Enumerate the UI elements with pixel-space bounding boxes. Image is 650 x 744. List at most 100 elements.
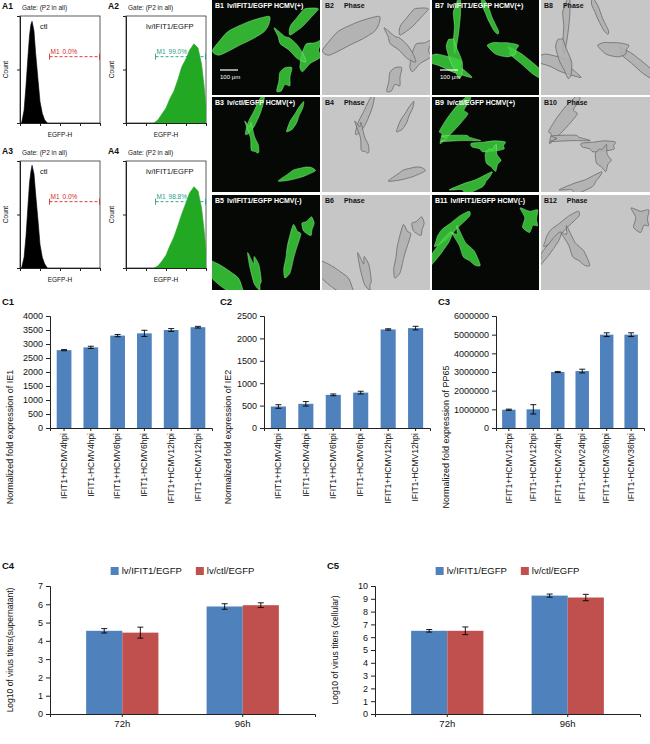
x-tick-mark [146,123,147,126]
panel-caption: lv/ctl/EGFP HCMV(+) [227,99,295,107]
x-axis: 72h96h [51,714,316,729]
y-tick-mark [123,70,126,71]
y-tick-mark [260,406,264,407]
x-axis-title: EGFP-H [48,276,73,283]
y-tick-mark [46,358,50,359]
histogram-area [22,21,48,123]
y-tick-mark [123,215,126,216]
error-bar [506,409,512,410]
y-tick-mark [46,659,50,660]
panel-caption: Phase [563,2,584,9]
bar-panel: 0100000020000003000000400000050000006000… [438,296,645,509]
y-axis-title: Normalized fold expression of IE1 [5,370,15,505]
y-tick: 1000 [23,395,50,405]
histogram-panel: A2Gate: (P2 in all)lv/IFIT1/EGFPCountEGF… [108,1,207,138]
x-tick [100,123,101,126]
panel-label: C1 [2,296,15,307]
y-tick-label: 10 [358,581,368,591]
x-axis-title: EGFP-H [154,131,179,138]
x-tick-label: IFIT1+HCMV36hpi [601,433,611,504]
error-bar [61,350,67,351]
x-tick [206,268,207,271]
panel-label: B8 [544,2,553,9]
y-tick-mark [17,215,20,216]
x-tick-label: IFIT1+HCMV12hpi [383,433,393,504]
x-tick [40,123,41,126]
x-tick-label: IFIT1-HCMV12hpi [528,433,538,502]
fluorescence-image: B3lv/ctl/EGFP HCMV(+) [212,96,320,192]
cells [212,217,314,290]
x-axis: IFIT1+HCMV12hpiIFIT1-HCMV12hpiIFIT1+HCMV… [497,428,645,504]
y-tick-mark [371,612,375,613]
x-tick-mark [567,714,568,717]
y-tick-mark [46,386,50,387]
y-tick-mark [260,361,264,362]
error-bar-cap [303,401,309,402]
y-tick [17,70,20,71]
y-tick: 7 [38,581,50,591]
panel-caption: lv/IFIT1/EGFP HCMV(-) [227,197,302,205]
x-tick-mark [206,123,207,126]
error-bar [330,394,336,396]
bar [408,328,423,428]
x-tick: IFIT1+HCMV24hpi [552,428,562,504]
y-tick-label: 7 [363,620,368,630]
y-tick-mark [260,428,264,429]
error-bar [358,391,364,394]
fluorescence-image: B7lv/IFIT1/EGFP HCMV(+)100 μm [411,0,558,95]
x-tick-mark [447,714,448,717]
panel-label: B9 [435,99,444,106]
error-bar-stem [140,627,141,638]
y-tick-mark [46,677,50,678]
cell [387,67,402,92]
cell [245,121,259,153]
cell [212,16,270,55]
cell [212,254,248,290]
y-tick-mark [492,316,496,317]
gate-line [50,201,100,202]
x-tick-mark [388,428,389,431]
cell [452,226,481,266]
cell [561,226,590,266]
y-tick-mark [492,335,496,336]
gate-label: M1 [157,48,166,55]
y-tick-mark [123,123,126,124]
bar [137,333,152,428]
panel-label: A3 [2,146,13,156]
x-tick [166,123,167,126]
legend-label: lv/ctl/EGFP [207,565,255,576]
error-bar-cap [258,602,264,603]
cells [322,217,424,290]
x-tick-mark [166,123,167,126]
error-bar [141,330,147,336]
y-axis: 012345678910 [358,581,376,719]
cell [541,232,561,275]
cell [590,0,608,34]
scale-bar [220,69,238,70]
bar [57,350,72,428]
y-tick: 5000000 [454,330,496,340]
error-bar-cap [101,628,107,629]
error-bar-cap [358,391,364,392]
x-tick [146,123,147,126]
y-tick: 2000 [23,367,50,377]
x-tick: IFIT1-HCMV12hpi [193,428,203,502]
error-bar-stem [533,405,534,414]
error-bar [303,402,309,406]
cell [322,254,358,290]
y-tick: 1000000 [454,405,496,415]
image-background [212,0,320,95]
error-bar [547,594,553,597]
y-tick [17,161,20,162]
y-tick-mark [371,676,375,677]
y-axis: 05001000150020002500 [237,311,265,433]
x-tick-label: IFIT1-HCMV12hpi [410,433,420,502]
y-tick-label: 0 [38,423,43,433]
cells [212,8,320,92]
error-bar [628,333,634,337]
x-tick: IFIT1-HCMV12hpi [410,428,420,502]
panel-label: B5 [215,197,224,204]
y-axis-line [17,17,21,124]
panel-caption: lv/ctl/EGFP HCMV(+) [447,99,515,107]
y-tick [17,16,20,17]
